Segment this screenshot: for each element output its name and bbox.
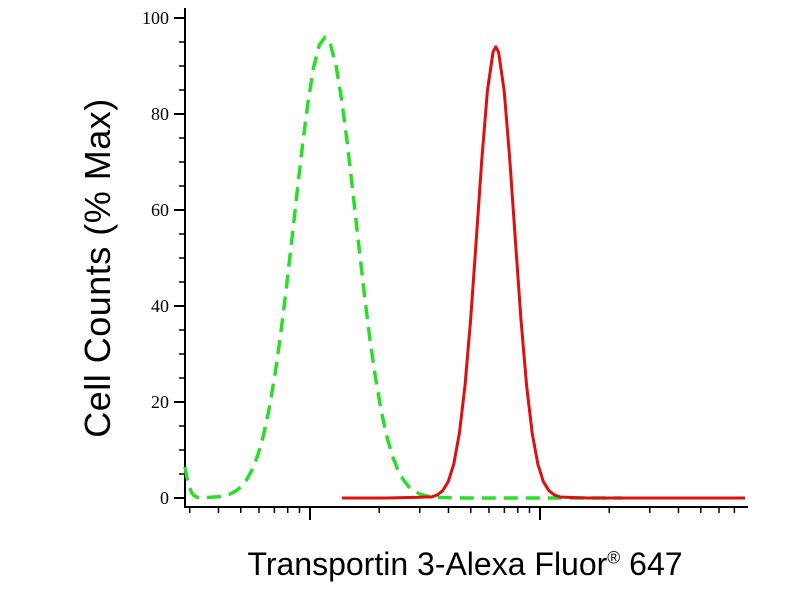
y-tick-label: 40 (151, 296, 169, 316)
red-solid-curve (341, 45, 745, 500)
y-tick-label: 100 (142, 8, 169, 28)
x-axis-title: Transportin 3-Alexa Fluor® 647 (185, 546, 745, 583)
x-axis-title-main: Transportin 3-Alexa Fluor (247, 546, 608, 582)
y-tick-label: 60 (151, 200, 169, 220)
x-axis-title-number: 647 (620, 546, 683, 582)
y-tick-label: 20 (151, 392, 169, 412)
green-dashed-curve (183, 35, 622, 500)
registered-trademark-symbol: ® (607, 547, 621, 568)
y-tick-label: 0 (160, 488, 169, 508)
y-tick-label: 80 (151, 104, 169, 124)
